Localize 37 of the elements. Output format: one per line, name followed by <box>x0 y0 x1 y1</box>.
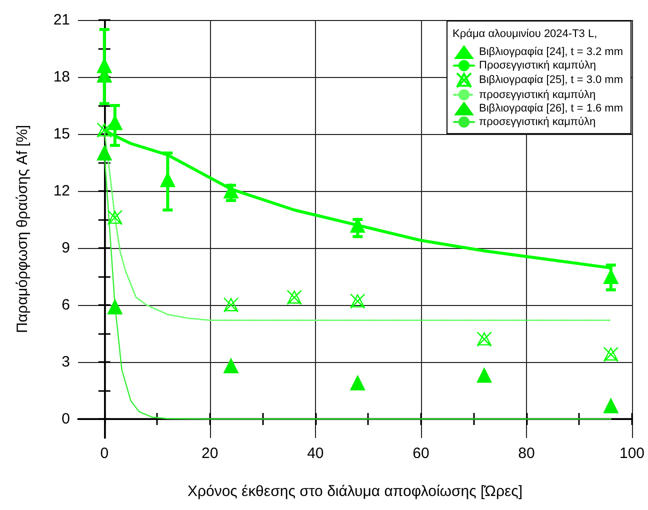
y-tick-label: 9 <box>62 240 70 256</box>
point <box>107 299 122 314</box>
point <box>603 346 618 362</box>
y-tick-label: 0 <box>62 410 70 428</box>
legend-label: Βιβλιογραφία [25], t = 3.0 mm <box>478 74 624 86</box>
y-tick-label: 18 <box>53 68 70 86</box>
legend-label: προσεγγιστική καμπύλη <box>478 116 596 128</box>
x-tick-label: 0 <box>100 445 109 462</box>
point <box>286 290 302 305</box>
x-tick-label: 100 <box>619 445 645 462</box>
legend-label: Βιβλιογραφία [24], t = 3.2 mm <box>478 46 624 58</box>
point <box>224 358 239 374</box>
x-tick-label: 80 <box>518 445 535 462</box>
point <box>350 375 366 390</box>
point <box>476 332 492 347</box>
point <box>107 210 123 226</box>
legend-label: Προσεγγιστική καμπύλη <box>478 60 596 72</box>
x-tick-label: 20 <box>202 445 218 462</box>
y-tick-label: 15 <box>53 126 70 142</box>
x-tick-label: 40 <box>307 445 324 462</box>
y-tick-label: 6 <box>62 296 70 314</box>
point <box>476 368 492 383</box>
y-tick-label: 3 <box>62 354 70 370</box>
x-tick-label: 60 <box>412 445 430 462</box>
point <box>223 297 239 313</box>
y-tick-label: 12 <box>53 182 70 200</box>
point <box>96 122 112 138</box>
y-axis-title: Παραμόρφωση θραύσης Af [%] <box>14 124 31 334</box>
y-tick-label: 21 <box>53 12 70 28</box>
x-axis-title: Χρόνος έκθεσης στο διάλυμα αποφλοίωσης [Ώρες] <box>187 483 523 500</box>
point <box>350 294 366 309</box>
legend-title: Κράμα αλουμινίου 2024-T3 L, <box>452 28 598 40</box>
legend-label: προσεγγιστική καμπύλη <box>478 88 596 101</box>
line-series <box>104 129 612 321</box>
point <box>603 398 618 414</box>
legend-label: Βιβλιογραφία [26], t = 1.6 mm <box>478 102 624 114</box>
point <box>96 146 112 160</box>
